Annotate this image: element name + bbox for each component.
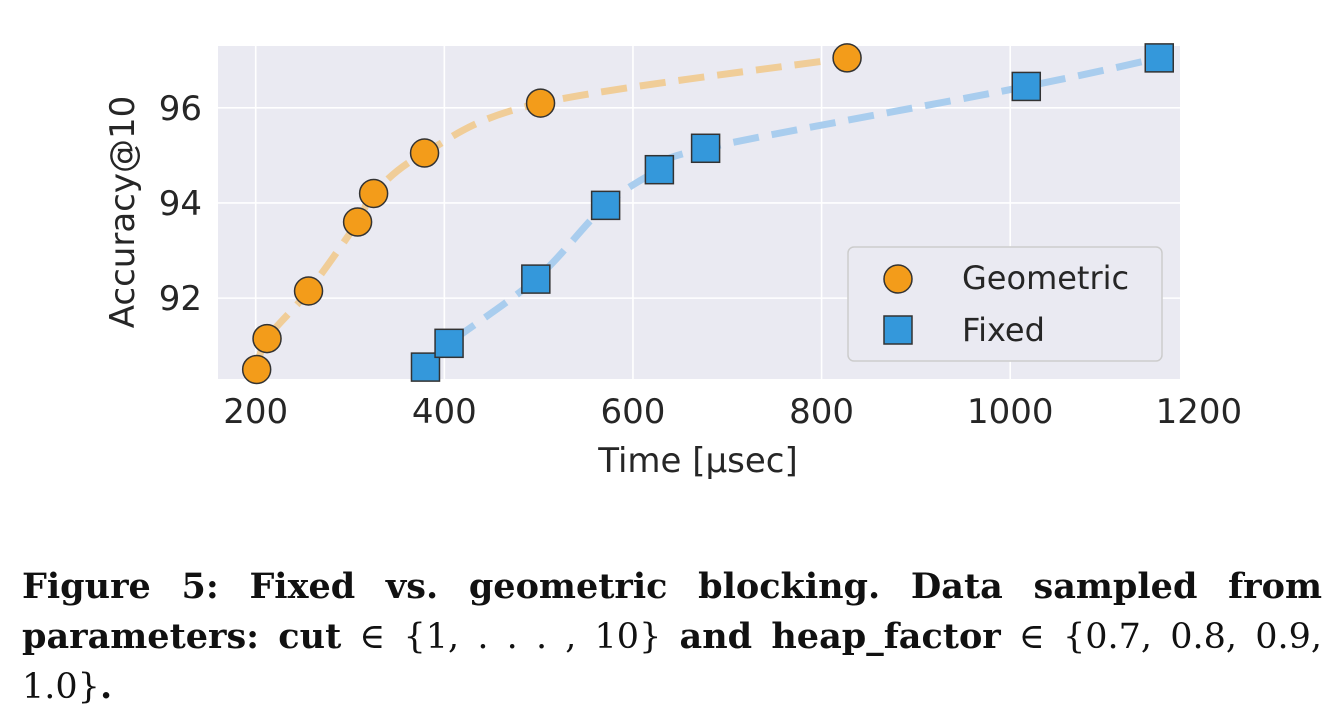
geometric-point bbox=[832, 43, 862, 73]
caption-part-1: Figure 5: Fixed vs. geometric blocking. … bbox=[22, 566, 1322, 657]
geometric-point bbox=[293, 276, 324, 306]
figure-caption: Figure 5: Fixed vs. geometric blocking. … bbox=[22, 562, 1322, 712]
fixed-point bbox=[1144, 43, 1175, 73]
caption-part-3: and heap_factor bbox=[679, 616, 1001, 657]
fixed-point bbox=[690, 133, 721, 164]
x-tick-label: 1000 bbox=[967, 392, 1054, 432]
legend-fixed-label: Fixed bbox=[962, 311, 1045, 349]
series-markers bbox=[241, 43, 1175, 385]
geometric-point bbox=[358, 178, 389, 209]
y-tick-label: 92 bbox=[159, 279, 202, 319]
geometric-point bbox=[342, 207, 373, 237]
x-tick-label: 200 bbox=[223, 392, 288, 432]
chart: 200 400 600 800 1000 1200 92 94 96 Time [μsec] A… bbox=[103, 43, 1242, 481]
y-axis-label: Accuracy@10 bbox=[103, 96, 143, 329]
caption-part-2: ∈ {1, . . . , 10} bbox=[341, 617, 680, 657]
legend-fixed-marker bbox=[883, 315, 913, 345]
fixed-point bbox=[434, 328, 464, 359]
fixed-point bbox=[590, 190, 621, 221]
x-tick-label: 400 bbox=[412, 392, 477, 432]
x-tick-label: 1200 bbox=[1156, 392, 1243, 432]
fixed-point bbox=[1011, 71, 1042, 102]
x-axis-label: Time [μsec] bbox=[597, 441, 798, 481]
legend-box bbox=[847, 246, 1163, 362]
geometric-point bbox=[409, 138, 440, 168]
legend: Geometric Fixed bbox=[847, 246, 1163, 362]
y-tick-label: 96 bbox=[159, 89, 202, 129]
geometric-point bbox=[252, 323, 282, 354]
caption-part-5: . bbox=[99, 666, 113, 707]
x-tick-label: 800 bbox=[789, 392, 854, 432]
x-tick-label: 600 bbox=[601, 392, 666, 432]
fixed-point bbox=[521, 264, 551, 294]
geometric-point bbox=[241, 354, 272, 385]
y-tick-label: 94 bbox=[159, 184, 202, 224]
geometric-point bbox=[525, 88, 556, 118]
legend-geometric-marker bbox=[883, 264, 913, 294]
legend-geometric-label: Geometric bbox=[962, 259, 1129, 297]
fixed-point bbox=[644, 154, 675, 185]
tick-labels: 200 400 600 800 1000 1200 92 94 96 bbox=[159, 89, 1242, 432]
